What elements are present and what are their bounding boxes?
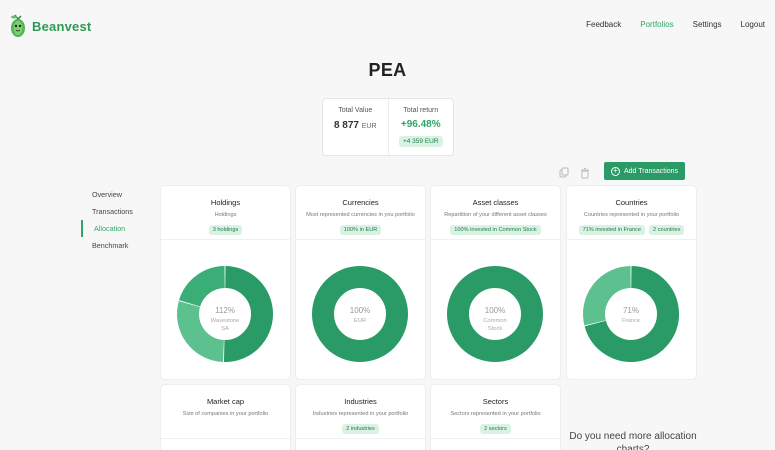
total-return-percent: +96.48%	[400, 119, 441, 130]
total-return-label: Total return	[403, 107, 439, 114]
total-value-section: Total Value 8 877 EUR	[323, 99, 388, 155]
countries-badge-0: 71% invested in France	[578, 225, 646, 235]
portfolio-sidebar: Overview Transactions Allocation Benchma…	[81, 186, 152, 254]
holdings-center-label: SA	[221, 326, 229, 332]
copy-icon[interactable]	[558, 166, 570, 178]
more-charts-note: Do you need more allocation charts?	[569, 431, 697, 450]
market-cap-card-subtitle: Size of companies in your portfolio	[182, 411, 269, 417]
total-value-label: Total Value	[338, 107, 373, 114]
asset-classes-card-header: Asset classes Repartition of your differe…	[431, 186, 560, 240]
countries-card-subtitle: Countries represented in your portfolio	[583, 212, 680, 218]
market-cap-card-title: Market cap	[206, 397, 245, 406]
sidebar-item-overview[interactable]: Overview	[92, 190, 122, 199]
countries-card-badges: 71% invested in France 2 countries	[567, 225, 696, 235]
sectors-card-title: Sectors	[482, 397, 509, 406]
total-return-section: Total return +96.48% +4 359 EUR	[387, 99, 454, 155]
holdings-card-badges: 3 holdings	[161, 225, 290, 235]
market-cap-card: Market cap Size of companies in your port…	[161, 385, 290, 450]
holdings-donut-chart[interactable]: 112% Wavestone SA	[175, 264, 275, 364]
total-value-unit: EUR	[361, 123, 377, 130]
countries-slice-0[interactable]	[584, 266, 679, 362]
sectors-badge-0: 2 sectors	[480, 424, 511, 434]
countries-card-title: Countries	[615, 198, 648, 207]
asset-classes-center-value: 100%	[485, 306, 505, 315]
holdings-card-header: Holdings Holdings 3 holdings	[161, 186, 290, 240]
countries-donut-hole	[607, 290, 655, 338]
trash-icon[interactable]	[579, 166, 591, 179]
sectors-card-badges: 2 sectors	[431, 424, 560, 434]
asset-classes-card: Asset classes Repartition of your differe…	[431, 186, 560, 379]
industries-badge-0: 2 industries	[342, 424, 379, 434]
sidebar-item-benchmark[interactable]: Benchmark	[92, 241, 129, 250]
currencies-center-label: EUR	[354, 318, 366, 324]
top-navigation: Beanvest Feedback Portfolios Settings Lo…	[0, 0, 775, 52]
holdings-card-title: Holdings	[210, 198, 241, 207]
nav-feedback[interactable]: Feedback	[586, 20, 622, 29]
brand-logo[interactable]: Beanvest	[8, 14, 91, 38]
total-value: 8 877 EUR	[323, 120, 388, 131]
countries-card-header: Countries Countries represented in your p…	[567, 186, 696, 240]
holdings-card: Holdings Holdings 3 holdings 112% Wavestone S…	[161, 186, 290, 379]
industries-card-title: Industries	[344, 397, 377, 406]
holdings-badge-0: 3 holdings	[208, 225, 243, 235]
countries-badge-1: 2 countries	[649, 225, 685, 235]
add-transactions-label: Add Transactions	[623, 167, 679, 175]
industries-card-header: Industries Industries represented in your…	[296, 385, 425, 439]
asset-classes-card-subtitle: Repartition of your different asset clas…	[444, 212, 547, 218]
nav-links: Feedback Portfolios Settings Logout	[586, 20, 765, 29]
asset-classes-center-label: Common	[483, 318, 507, 324]
portfolio-summary: Total Value 8 877 EUR Total return +96.4…	[322, 98, 454, 156]
countries-donut-chart[interactable]: 71% France	[581, 264, 681, 364]
brand-name: Beanvest	[32, 18, 92, 34]
nav-portfolios[interactable]: Portfolios	[640, 20, 674, 29]
nav-settings[interactable]: Settings	[692, 20, 722, 29]
market-cap-card-header: Market cap Size of companies in your port…	[161, 385, 290, 439]
holdings-slice-0[interactable]	[223, 266, 273, 362]
sidebar-item-transactions[interactable]: Transactions	[92, 207, 133, 216]
holdings-slice-1[interactable]	[177, 301, 225, 362]
holdings-slice-2[interactable]	[179, 266, 226, 308]
currencies-donut-chart[interactable]: 100% EUR	[310, 264, 410, 364]
asset-classes-slice-0[interactable]	[447, 266, 543, 362]
page-title: PEA	[368, 60, 407, 80]
plus-circle-icon: +	[610, 166, 620, 176]
asset-classes-donut-chart[interactable]: 100% Common Stock	[445, 264, 545, 364]
sectors-card-subtitle: Sectors represented in your portfolio	[450, 411, 541, 417]
holdings-center-label: Wavestone	[211, 318, 240, 324]
add-transactions-button[interactable]: + Add Transactions	[604, 162, 685, 180]
sectors-card-header: Sectors Sectors represented in your portf…	[431, 385, 560, 439]
holdings-center-value: 112%	[215, 306, 235, 315]
asset-classes-center-label: Stock	[488, 326, 503, 332]
currencies-card-badges: 100% in EUR	[296, 225, 425, 235]
industries-card-badges: 2 industries	[296, 424, 425, 434]
currencies-card-subtitle: Most represented currencies in you portf…	[306, 212, 415, 218]
countries-center-label: France	[622, 318, 640, 324]
industries-card-subtitle: Industries represented in your portfolio	[312, 411, 409, 417]
asset-classes-badge-0: 100% invested in Common Stock	[450, 225, 541, 235]
currencies-donut-hole	[336, 290, 384, 338]
asset-classes-card-badges: 100% invested in Common Stock	[431, 225, 560, 235]
holdings-card-subtitle: Holdings	[214, 212, 237, 218]
asset-classes-donut-hole	[471, 290, 519, 338]
currencies-center-value: 100%	[350, 306, 370, 315]
bean-mascot-icon	[11, 14, 25, 37]
holdings-donut-hole	[201, 290, 249, 338]
sectors-card: Sectors Sectors represented in your portf…	[431, 385, 560, 450]
countries-card: Countries Countries represented in your p…	[567, 186, 696, 379]
nav-logout[interactable]: Logout	[740, 20, 765, 29]
countries-center-value: 71%	[623, 306, 639, 315]
asset-classes-card-title: Asset classes	[472, 198, 519, 207]
total-return-amount: +4 359 EUR	[398, 136, 443, 147]
currencies-card-header: Currencies Most represented currencies in…	[296, 186, 425, 240]
currencies-card-title: Currencies	[342, 198, 379, 207]
sidebar-item-allocation[interactable]: Allocation	[81, 220, 152, 237]
total-value-amount: 8 877	[333, 120, 359, 131]
currencies-badge-0: 100% in EUR	[339, 225, 382, 235]
currencies-card: Currencies Most represented currencies in…	[296, 186, 425, 379]
industries-card: Industries Industries represented in your…	[296, 385, 425, 450]
currencies-slice-0[interactable]	[312, 266, 408, 362]
countries-slice-1[interactable]	[583, 266, 632, 326]
